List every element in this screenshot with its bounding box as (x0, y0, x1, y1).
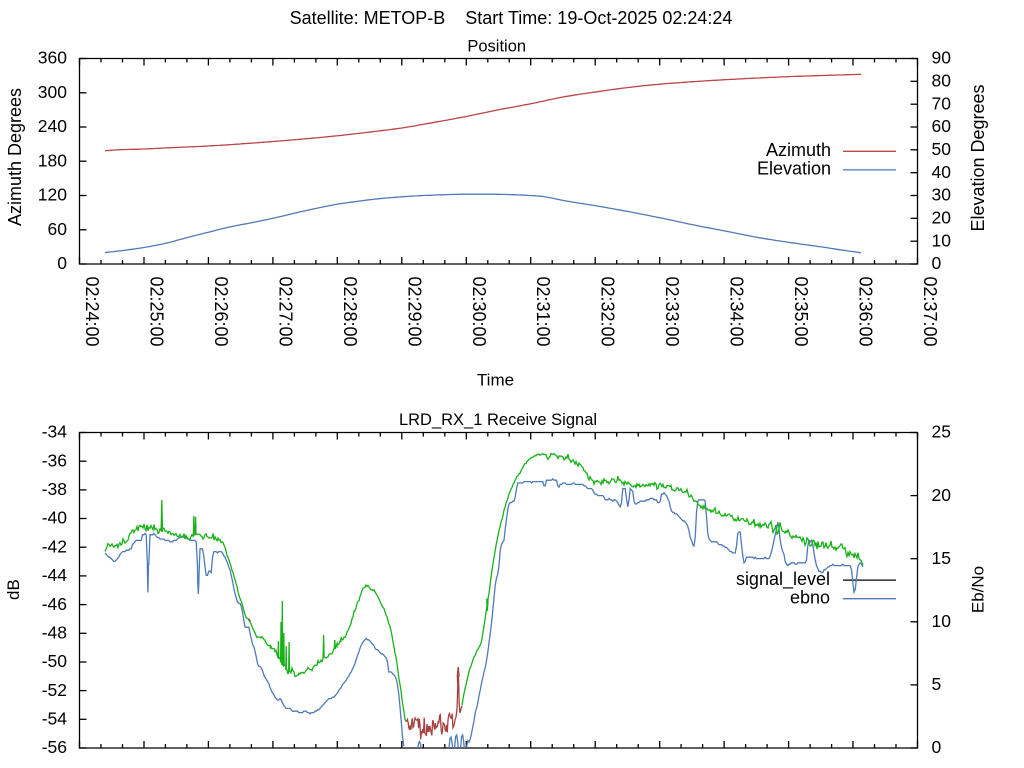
svg-text:15: 15 (932, 548, 951, 568)
svg-text:Eb/No: Eb/No (969, 566, 988, 613)
svg-text:dB: dB (4, 579, 23, 600)
svg-text:0: 0 (932, 737, 942, 757)
svg-text:-54: -54 (42, 709, 68, 729)
svg-text:90: 90 (932, 48, 952, 68)
svg-text:-56: -56 (42, 737, 67, 757)
svg-text:10: 10 (932, 611, 952, 631)
svg-text:Azimuth Degrees: Azimuth Degrees (5, 88, 25, 226)
svg-text:360: 360 (38, 48, 67, 68)
svg-text:02:26:00: 02:26:00 (211, 277, 231, 347)
svg-text:-40: -40 (42, 508, 68, 528)
svg-text:-42: -42 (42, 536, 67, 556)
svg-text:240: 240 (38, 116, 67, 136)
svg-text:Time: Time (477, 370, 514, 389)
svg-text:70: 70 (932, 93, 952, 113)
svg-text:02:30:00: 02:30:00 (469, 277, 489, 347)
svg-text:Elevation Degrees: Elevation Degrees (968, 84, 988, 231)
svg-text:Satellite: METOP-B Start Ti: Satellite: METOP-B Start Time: 19-Oct-20… (290, 8, 733, 28)
svg-text:signal_level: signal_level (736, 569, 830, 590)
svg-text:80: 80 (932, 71, 952, 91)
svg-text:02:32:00: 02:32:00 (598, 277, 618, 347)
svg-text:50: 50 (932, 139, 952, 159)
svg-text:02:36:00: 02:36:00 (856, 277, 876, 347)
svg-text:Elevation: Elevation (757, 159, 831, 179)
svg-text:10: 10 (932, 230, 952, 250)
svg-text:40: 40 (932, 162, 952, 182)
svg-text:-38: -38 (42, 479, 67, 499)
svg-text:0: 0 (57, 253, 67, 273)
svg-text:02:28:00: 02:28:00 (340, 277, 360, 347)
svg-text:02:34:00: 02:34:00 (727, 277, 747, 347)
svg-text:02:31:00: 02:31:00 (533, 277, 553, 347)
svg-text:30: 30 (932, 185, 952, 205)
svg-text:-44: -44 (42, 565, 68, 585)
svg-text:Azimuth: Azimuth (766, 140, 831, 160)
svg-text:02:37:00: 02:37:00 (920, 277, 940, 347)
svg-text:60: 60 (932, 116, 952, 136)
svg-text:25: 25 (932, 422, 951, 442)
svg-text:02:33:00: 02:33:00 (662, 277, 682, 347)
svg-text:Position: Position (467, 38, 526, 56)
svg-text:-48: -48 (42, 623, 67, 643)
svg-text:-50: -50 (42, 651, 68, 671)
svg-text:300: 300 (38, 82, 67, 102)
svg-text:20: 20 (932, 485, 952, 505)
svg-text:-34: -34 (42, 422, 68, 442)
svg-text:20: 20 (932, 208, 952, 228)
svg-text:02:29:00: 02:29:00 (404, 277, 424, 347)
svg-text:-52: -52 (42, 680, 67, 700)
svg-text:02:24:00: 02:24:00 (82, 277, 102, 347)
svg-text:02:35:00: 02:35:00 (791, 277, 811, 347)
svg-text:120: 120 (38, 185, 67, 205)
svg-text:02:25:00: 02:25:00 (147, 277, 167, 347)
svg-text:02:27:00: 02:27:00 (275, 277, 295, 347)
svg-text:-36: -36 (42, 450, 67, 470)
svg-text:180: 180 (38, 150, 67, 170)
svg-text:60: 60 (48, 219, 68, 239)
svg-text:0: 0 (932, 253, 942, 273)
svg-text:LRD_RX_1 Receive Signal: LRD_RX_1 Receive Signal (399, 411, 597, 429)
svg-text:-46: -46 (42, 594, 67, 614)
svg-text:ebno: ebno (790, 587, 830, 607)
svg-text:5: 5 (932, 674, 942, 694)
